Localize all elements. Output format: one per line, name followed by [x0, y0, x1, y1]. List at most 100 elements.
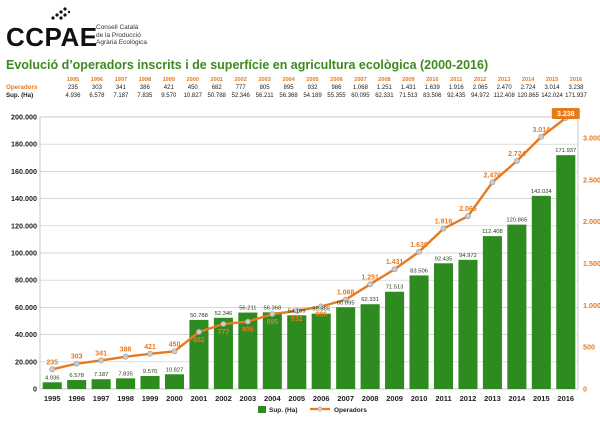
table-cell-operadors: 895 [284, 85, 295, 91]
bar-superficie [385, 291, 405, 389]
bar-superficie [531, 195, 551, 389]
line-data-label: 2.470 [484, 172, 502, 179]
bar-data-label: 56.368 [263, 305, 281, 311]
legend-swatch-superficie [258, 406, 266, 413]
table-cell-operadors: 1.639 [425, 85, 441, 91]
table-year: 1996 [91, 77, 103, 83]
table-year: 2015 [546, 77, 558, 83]
table-cell-superficie: 4.936 [65, 93, 81, 99]
line-data-label: 682 [193, 337, 205, 344]
table-year: 2002 [234, 77, 246, 83]
line-data-label: 341 [95, 350, 107, 357]
line-point [147, 350, 153, 357]
table-cell-superficie: 50.788 [208, 93, 227, 99]
table-year: 2000 [187, 77, 199, 83]
table-cell-operadors: 1.251 [377, 85, 393, 91]
line-data-label: 3.014 [533, 127, 551, 134]
bar-superficie [238, 312, 258, 389]
line-data-label: 1.639 [410, 242, 428, 249]
y-right-tick-label: 1.000 [583, 301, 600, 310]
y-right-tick-label: 2.000 [583, 217, 600, 226]
bar-superficie [556, 155, 576, 389]
bar-superficie [164, 374, 185, 389]
x-tick-label: 2011 [435, 394, 451, 403]
y-left-tick-label: 20.000 [15, 357, 37, 366]
line-data-label: 3.238 [557, 111, 575, 118]
legend-label-operadors: Operadors [334, 407, 367, 414]
table-cell-superficie: 56.368 [279, 93, 298, 99]
table-cell-superficie: 171.937 [565, 93, 587, 99]
table-cell-superficie: 56.211 [256, 93, 275, 99]
line-point [196, 329, 202, 335]
x-tick-label: 2009 [386, 394, 403, 403]
bar-data-label: 120.865 [506, 218, 527, 224]
x-tick-label: 2001 [191, 394, 208, 403]
bar-data-label: 62.331 [361, 297, 379, 303]
y-right-tick-label: 500 [583, 343, 595, 352]
bar-superficie [311, 313, 331, 389]
bar-data-label: 50.788 [190, 313, 208, 319]
x-tick-label: 1998 [117, 394, 134, 403]
line-data-label: 895 [266, 319, 278, 326]
bar-data-label: 142.024 [531, 189, 553, 195]
bar-data-label: 54.189 [288, 308, 306, 314]
x-tick-label: 2007 [337, 394, 354, 403]
bar-superficie [336, 307, 356, 389]
bar-superficie [91, 379, 111, 389]
table-year: 2012 [474, 77, 486, 83]
bar-superficie [287, 315, 307, 389]
table-year: 2005 [306, 77, 318, 83]
table-cell-operadors: 3.238 [569, 85, 585, 91]
y-right-tick-label: 2.500 [583, 175, 600, 184]
table-year: 2006 [330, 77, 342, 83]
y-left-tick-label: 40.000 [15, 330, 37, 339]
x-tick-label: 2002 [215, 394, 232, 403]
table-row-header: Sup. (Ha) [6, 92, 33, 99]
line-point [293, 308, 300, 314]
table-cell-operadors: 2.724 [521, 85, 537, 91]
bar-superficie [409, 275, 429, 389]
table-year: 2003 [258, 77, 270, 83]
bar-superficie [67, 380, 87, 389]
table-row-header: Operadors [6, 84, 38, 91]
y-left-tick-label: 180.000 [11, 140, 37, 149]
line-data-label: 2.065 [459, 206, 477, 213]
x-tick-label: 2004 [264, 394, 282, 403]
logo-subtitle-line: de la Producció [96, 31, 141, 39]
line-point [318, 303, 325, 310]
bar-superficie [116, 378, 136, 389]
x-tick-label: 2015 [533, 394, 550, 403]
line-point [342, 296, 349, 303]
x-tick-label: 1997 [93, 394, 110, 403]
bar-data-label: 83.506 [410, 268, 428, 274]
line-point [465, 213, 471, 220]
bar-superficie [42, 382, 62, 389]
line-point [513, 158, 520, 164]
bar-data-label: 112.408 [482, 229, 503, 235]
y-left-tick-label: 60.000 [15, 303, 37, 312]
table-year: 2013 [498, 77, 510, 83]
table-year: 2016 [570, 77, 582, 83]
line-point [489, 179, 496, 186]
logo-wordmark: CCPAE [6, 22, 98, 52]
table-year: 2011 [450, 77, 462, 83]
bar-superficie [482, 236, 502, 389]
bar-superficie [140, 375, 160, 389]
legend-marker-operadors [317, 406, 323, 412]
line-data-label: 1.916 [435, 219, 453, 226]
table-cell-operadors: 3.014 [545, 85, 561, 91]
x-tick-label: 2005 [288, 394, 305, 403]
y-right-tick-label: 3.000 [583, 133, 600, 142]
x-tick-label: 2000 [166, 394, 183, 403]
line-data-label: 932 [291, 316, 303, 323]
bar-data-label: 92.435 [435, 256, 453, 262]
bar-data-label: 56.211 [239, 306, 256, 312]
table-cell-superficie: 10.827 [184, 93, 203, 99]
table-cell-superficie: 94.972 [471, 93, 490, 99]
table-year: 1999 [163, 77, 175, 83]
bar-superficie [507, 224, 527, 389]
ccpae-logo: CCPAE Consell Català de la Producció Agr… [6, 4, 156, 52]
table-cell-superficie: 60.095 [351, 93, 370, 99]
line-point [391, 266, 398, 273]
line-data-label: 235 [46, 359, 58, 366]
